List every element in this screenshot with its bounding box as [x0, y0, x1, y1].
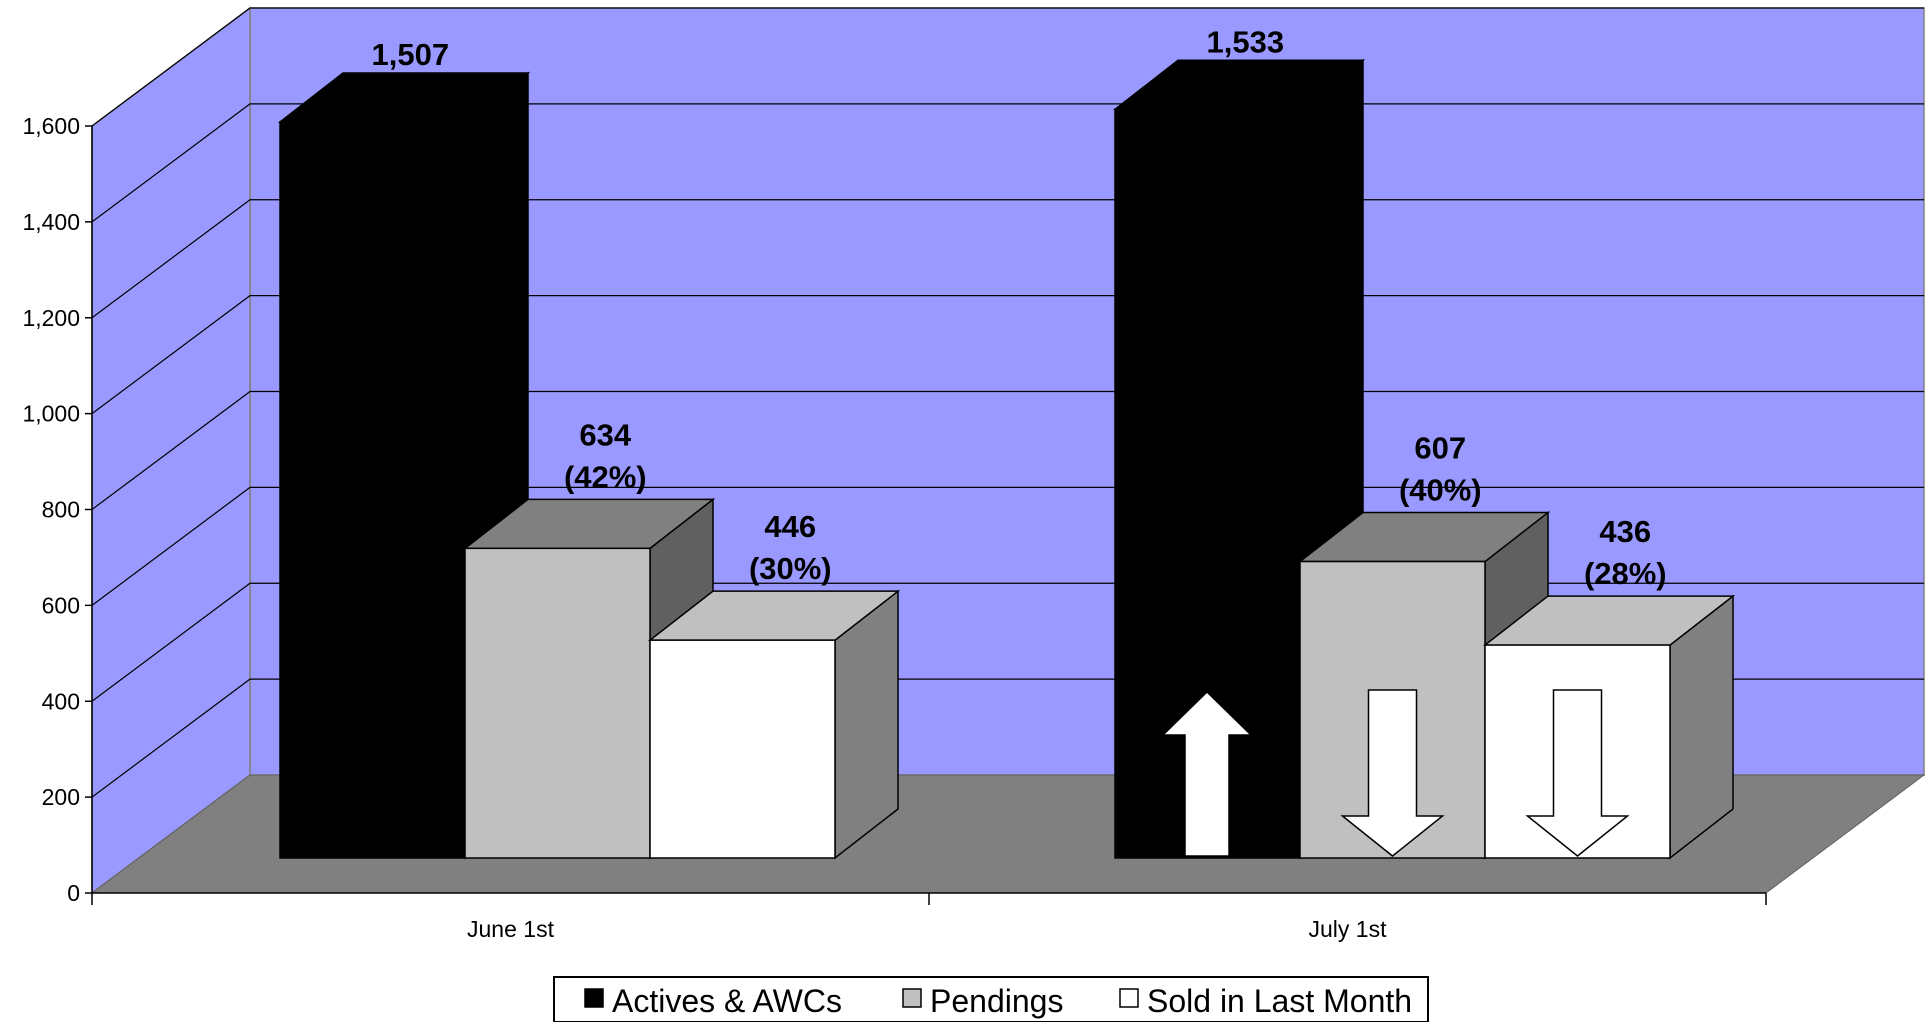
y-tick-label: 0: [67, 880, 80, 906]
y-tick-label: 1,400: [22, 209, 80, 235]
y-tick-label: 800: [42, 497, 80, 523]
data-label-percent: (30%): [749, 551, 832, 586]
bar: [647, 589, 901, 860]
trend-arrow-down-icon: [1525, 689, 1630, 857]
data-label-percent: (28%): [1584, 556, 1667, 591]
chart-axes: 0 200 400 600 800 1,000 1,200 1,400 1,600 June 1s…: [22, 113, 1767, 942]
legend-box: [553, 976, 1429, 1022]
data-label-value: 634: [579, 417, 631, 452]
y-tick-label: 200: [42, 784, 80, 810]
bar-front: [279, 121, 466, 859]
legend-swatch-sold: [1119, 988, 1139, 1008]
trend-arrow-down-icon: [1340, 689, 1445, 857]
bar-front: [649, 639, 836, 859]
legend-swatch-pendings: [902, 988, 922, 1008]
gridline: [91, 199, 1924, 319]
data-label-percent: (40%): [1399, 473, 1482, 508]
legend-label-pendings: Pendings: [930, 983, 1063, 1019]
y-tick-label: 400: [42, 688, 80, 714]
chart-bars: [277, 58, 1736, 860]
x-category-label: June 1st: [467, 916, 555, 942]
bar: [1482, 594, 1736, 860]
legend: Actives & AWCs Pendings Sold in Last Mon…: [553, 976, 1429, 1022]
data-label-value: 1,507: [372, 37, 450, 72]
data-label-value: 436: [1599, 514, 1651, 549]
gridline: [91, 7, 1924, 127]
legend-label-sold: Sold in Last Month: [1147, 983, 1412, 1019]
gridline: [91, 390, 1924, 510]
gridline: [91, 486, 1924, 606]
data-label-value: 607: [1414, 431, 1466, 466]
chart-data-labels: 1,507 1,533 634 (42%) 607 (40%) 446 (30%) 436 (28…: [372, 24, 1667, 591]
x-category-label: July 1st: [1309, 916, 1388, 942]
y-tick-label: 600: [42, 592, 80, 618]
y-tick-label: 1,000: [22, 401, 80, 427]
data-label-percent: (42%): [564, 459, 647, 494]
y-tick-label: 1,600: [22, 113, 80, 139]
bar-front: [464, 547, 651, 859]
gridline: [91, 103, 1924, 223]
y-tick-label: 1,200: [22, 305, 80, 331]
gridline: [91, 295, 1924, 415]
trend-arrow-up-icon: [1161, 690, 1253, 857]
legend-label-actives: Actives & AWCs: [612, 983, 842, 1019]
data-label-value: 446: [764, 509, 816, 544]
legend-swatch-actives: [584, 988, 604, 1008]
data-label-value: 1,533: [1207, 24, 1285, 59]
